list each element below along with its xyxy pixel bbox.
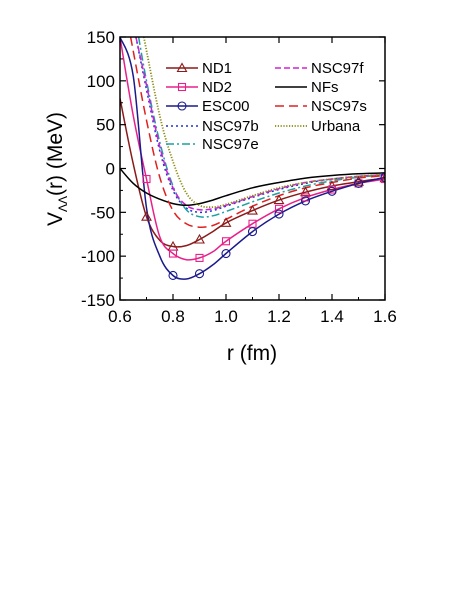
data-point-nd2 [274, 204, 284, 213]
x-tick-label: 1.2 [267, 307, 291, 326]
legend-label-esc00: ESC00 [202, 98, 250, 115]
data-point-esc00 [247, 227, 258, 237]
data-point-nd1 [247, 204, 258, 215]
data-point-nd1 [379, 172, 385, 183]
series-layer [120, 37, 385, 280]
legend-label-nsc97b: NSC97b [202, 118, 259, 135]
legend-label-nfs: NFs [311, 79, 339, 96]
x-tick-label: 1.6 [373, 307, 397, 326]
data-point-esc00 [380, 172, 385, 182]
y-tick-label: 0 [106, 160, 115, 179]
y-tick-label: -150 [81, 291, 115, 310]
series-line-urbana [142, 37, 385, 209]
legend-label-nsc97f: NSC97f [311, 60, 364, 77]
data-point-esc00 [168, 270, 178, 281]
y-tick-label: -100 [81, 247, 115, 266]
series-line-nsc97e [137, 37, 385, 218]
y-tick-label: -50 [90, 203, 115, 222]
legend-label-urbana: Urbana [311, 118, 361, 135]
y-axis-label-sub: ΛΛ [56, 196, 70, 212]
series-line-esc00 [120, 37, 385, 280]
legend-label-nd1: ND1 [202, 60, 232, 77]
legend-label-nsc97s: NSC97s [311, 98, 367, 115]
data-point-nd2 [301, 193, 310, 202]
data-point-esc00 [194, 269, 205, 279]
legend-label-nd2: ND2 [202, 79, 232, 96]
legend-marker-nd2 [177, 82, 187, 92]
y-tick-label: 100 [87, 72, 115, 91]
tick-layer: 0.6 0.8 1.0 1.2 1.4 1.6 150 100 50 0 -50 -100 -150 [81, 28, 397, 326]
data-point-nd1 [141, 211, 152, 221]
legend-marker-esc00 [177, 101, 187, 111]
series-line-nd2 [120, 37, 385, 261]
y-axis-label-tail: (r) (MeV) [44, 112, 67, 196]
data-point-esc00 [327, 186, 337, 196]
marker-layer [141, 172, 385, 281]
x-tick-label: 1.0 [214, 307, 238, 326]
data-point-nd2 [221, 237, 231, 246]
y-tick-label: 50 [96, 116, 115, 135]
legend: ND1 NSC97f ND2 NFs ESC00 NSC97s NSC97b Urbana NS… [166, 60, 367, 153]
series-line-nsc97s [129, 37, 385, 229]
x-axis-label: r (fm) [227, 342, 277, 365]
legend-label-nsc97e: NSC97e [202, 136, 259, 153]
x-tick-label: 1.4 [320, 307, 344, 326]
data-point-nd2 [168, 249, 178, 258]
data-point-nd1 [220, 217, 232, 227]
data-point-nd2 [142, 174, 151, 184]
data-point-esc00 [300, 196, 311, 206]
y-axis-label: VΛΛ(r) (MeV) [44, 112, 70, 226]
data-point-nd2 [195, 253, 204, 262]
y-tick-label: 150 [87, 28, 115, 47]
data-point-esc00 [353, 178, 364, 188]
data-point-nd1 [300, 186, 311, 197]
data-point-nd1 [194, 233, 205, 244]
y-axis-label-main: V [44, 212, 67, 226]
data-point-nd1 [273, 194, 285, 205]
legend-marker-nd1 [176, 62, 188, 73]
x-tick-label: 0.6 [108, 307, 132, 326]
data-point-nd1 [353, 176, 364, 186]
data-point-esc00 [221, 248, 231, 259]
x-tick-label: 0.8 [161, 307, 185, 326]
data-point-esc00 [274, 209, 284, 219]
series-line-nfs [120, 168, 385, 207]
series-line-nsc97b [135, 37, 385, 214]
